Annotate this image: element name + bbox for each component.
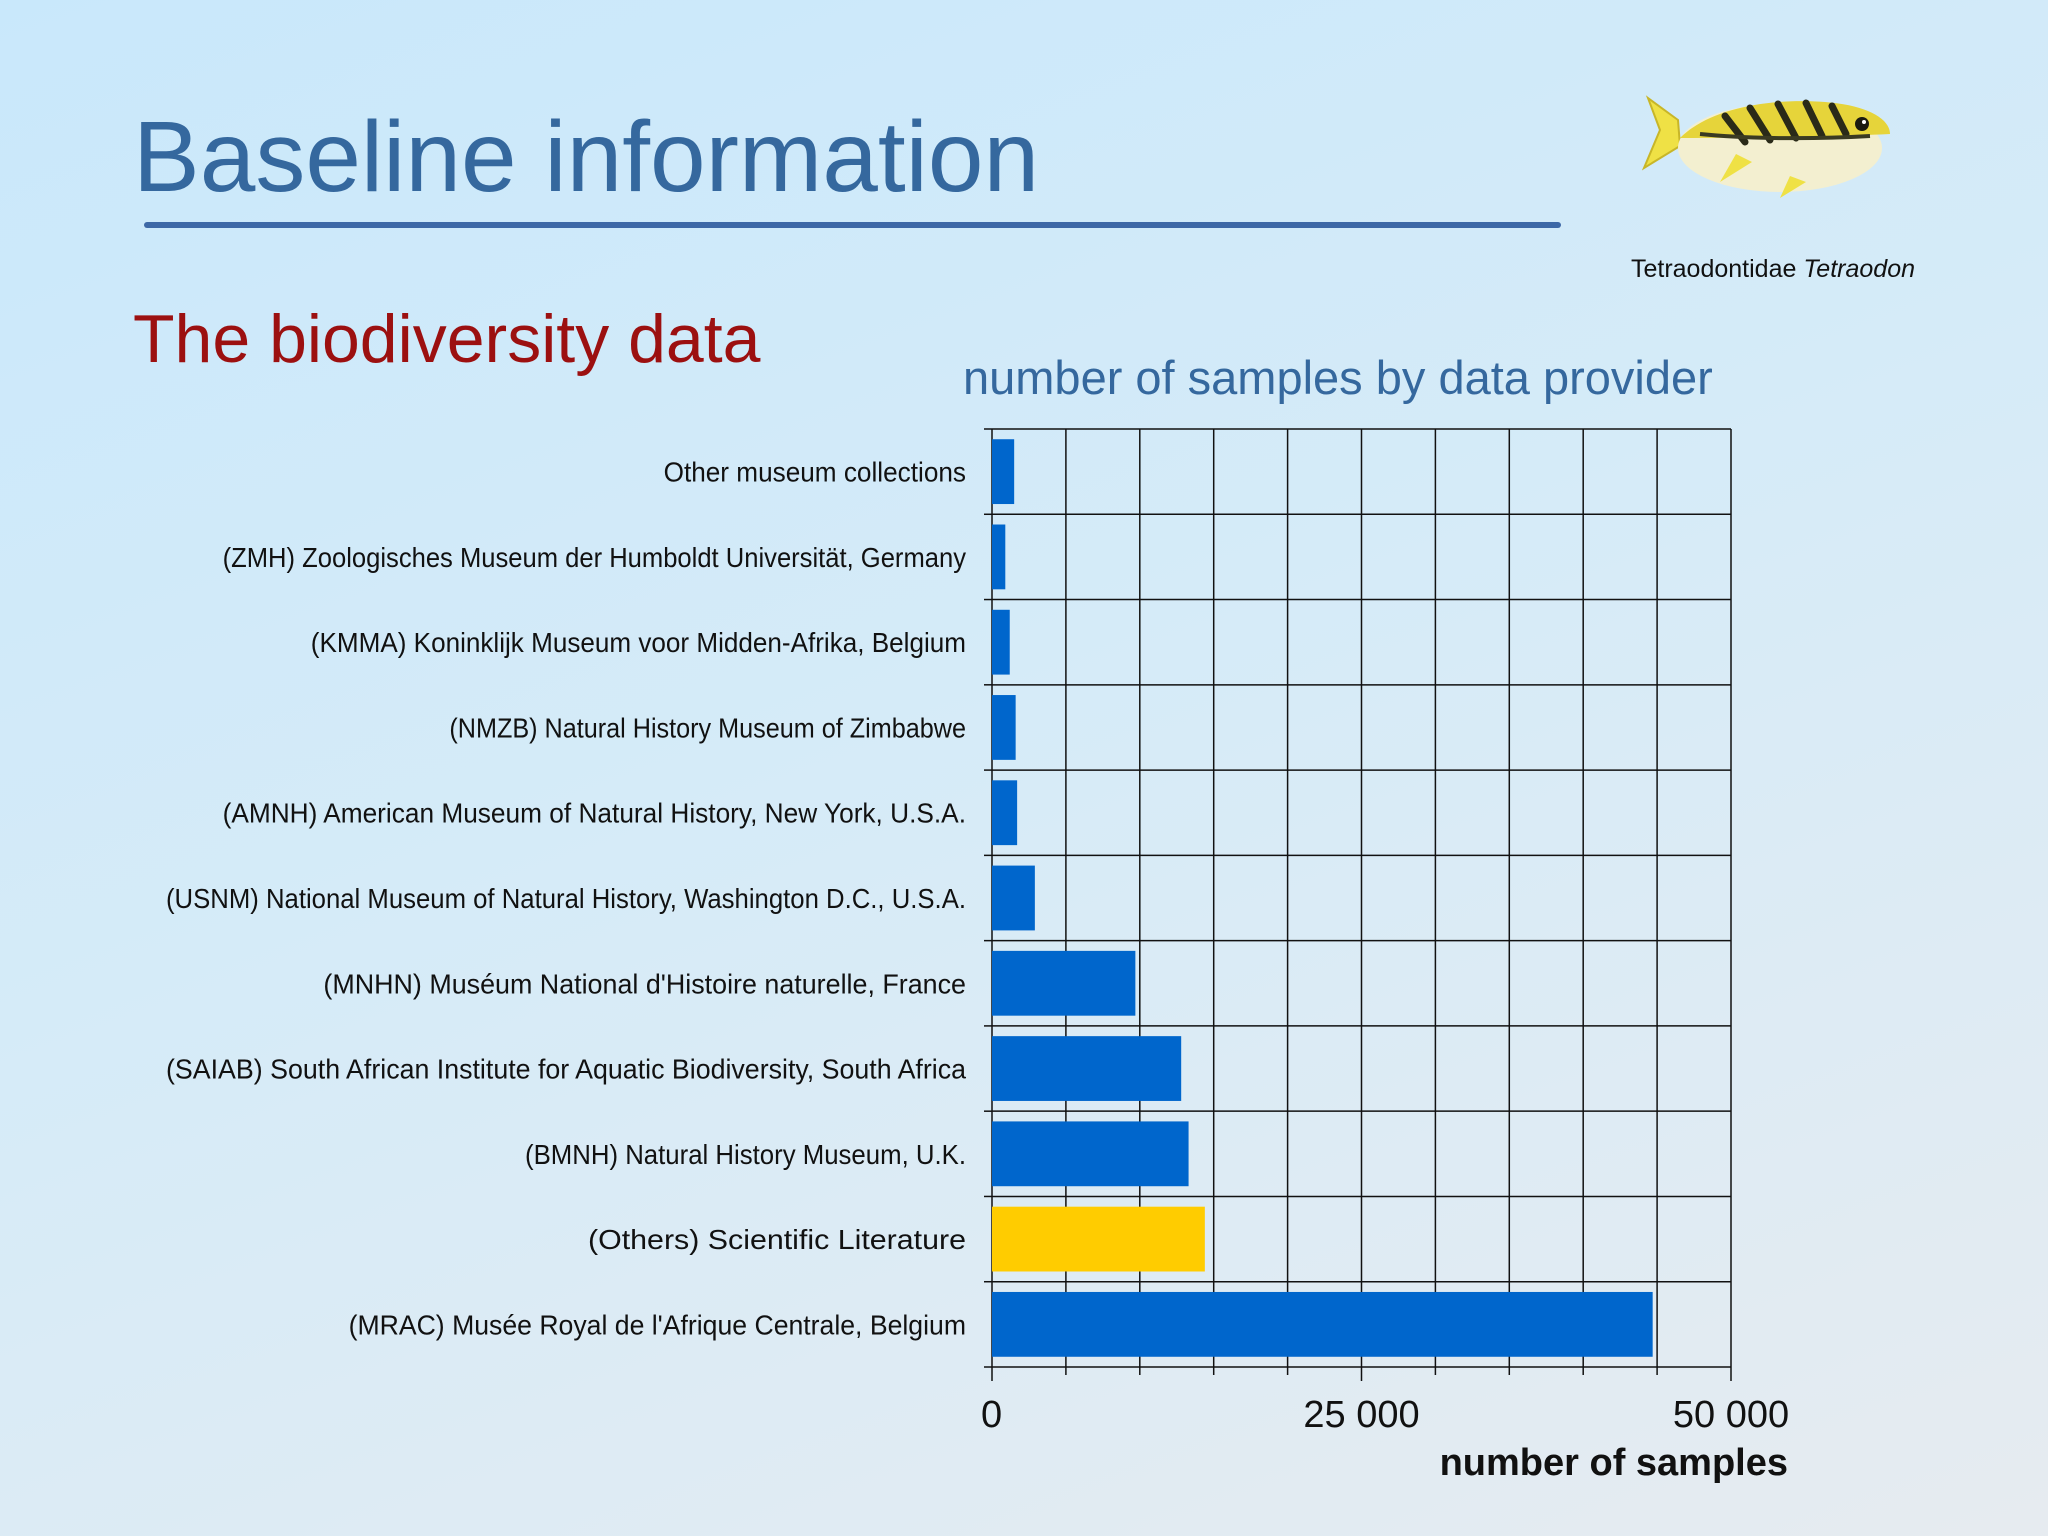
bar: [992, 524, 1006, 590]
image-caption: Tetraodontidae Tetraodon: [1600, 255, 1915, 284]
pufferfish-illustration: [1641, 95, 1890, 198]
bar: [992, 1036, 1182, 1101]
bar: [992, 780, 1018, 846]
category-labels: Other museum collections (ZMH) Zoologisch…: [166, 457, 966, 1341]
category-label: (USNM) National Museum of Natural Histor…: [166, 883, 966, 914]
bar: [992, 695, 1016, 760]
bar: [992, 1291, 1653, 1357]
slide-subtitle: The biodiversity data: [133, 301, 761, 377]
category-label: (KMMA) Koninklijk Museum voor Midden-Afr…: [311, 627, 966, 658]
bar: [992, 439, 1015, 505]
category-label: (MNHN) Muséum National d'Histoire nature…: [323, 968, 966, 999]
bar: [992, 1206, 1205, 1272]
x-tick-labels: 0 25 000 50 000: [981, 1394, 1789, 1436]
x-axis-label: number of samples: [1440, 1442, 1788, 1484]
category-label: (AMNH) American Museum of Natural Histor…: [223, 798, 966, 829]
category-label: (ZMH) Zoologisches Museum der Humboldt U…: [223, 542, 966, 573]
title-underline: [144, 222, 1561, 228]
pufferfish-image: [1641, 95, 1890, 198]
bar: [992, 950, 1136, 1016]
bar: [992, 609, 1010, 675]
x-tick-label: 25 000: [1303, 1394, 1419, 1436]
bar: [992, 865, 1035, 931]
category-label: (SAIAB) South African Institute for Aqua…: [166, 1054, 966, 1085]
x-tick-label: 50 000: [1673, 1394, 1789, 1436]
slide-title: Baseline information: [133, 101, 1040, 213]
category-label: (MRAC) Musée Royal de l'Afrique Centrale…: [349, 1309, 966, 1340]
chart-grid: [984, 428, 1732, 1381]
caption-family: Tetraodontidae: [1630, 255, 1797, 283]
chart-bars: [992, 439, 1653, 1357]
category-label: Other museum collections: [664, 457, 966, 488]
x-tick-label: 0: [981, 1394, 1002, 1436]
chart-title: number of samples by data provider: [963, 351, 1713, 404]
bar: [992, 1121, 1189, 1187]
category-label: (BMNH) Natural History Museum, U.K.: [525, 1139, 966, 1170]
caption-genus: Tetraodon: [1803, 255, 1915, 283]
category-label: (NMZB) Natural History Museum of Zimbabw…: [449, 712, 966, 743]
category-label: (Others) Scientific Literature: [588, 1224, 966, 1255]
